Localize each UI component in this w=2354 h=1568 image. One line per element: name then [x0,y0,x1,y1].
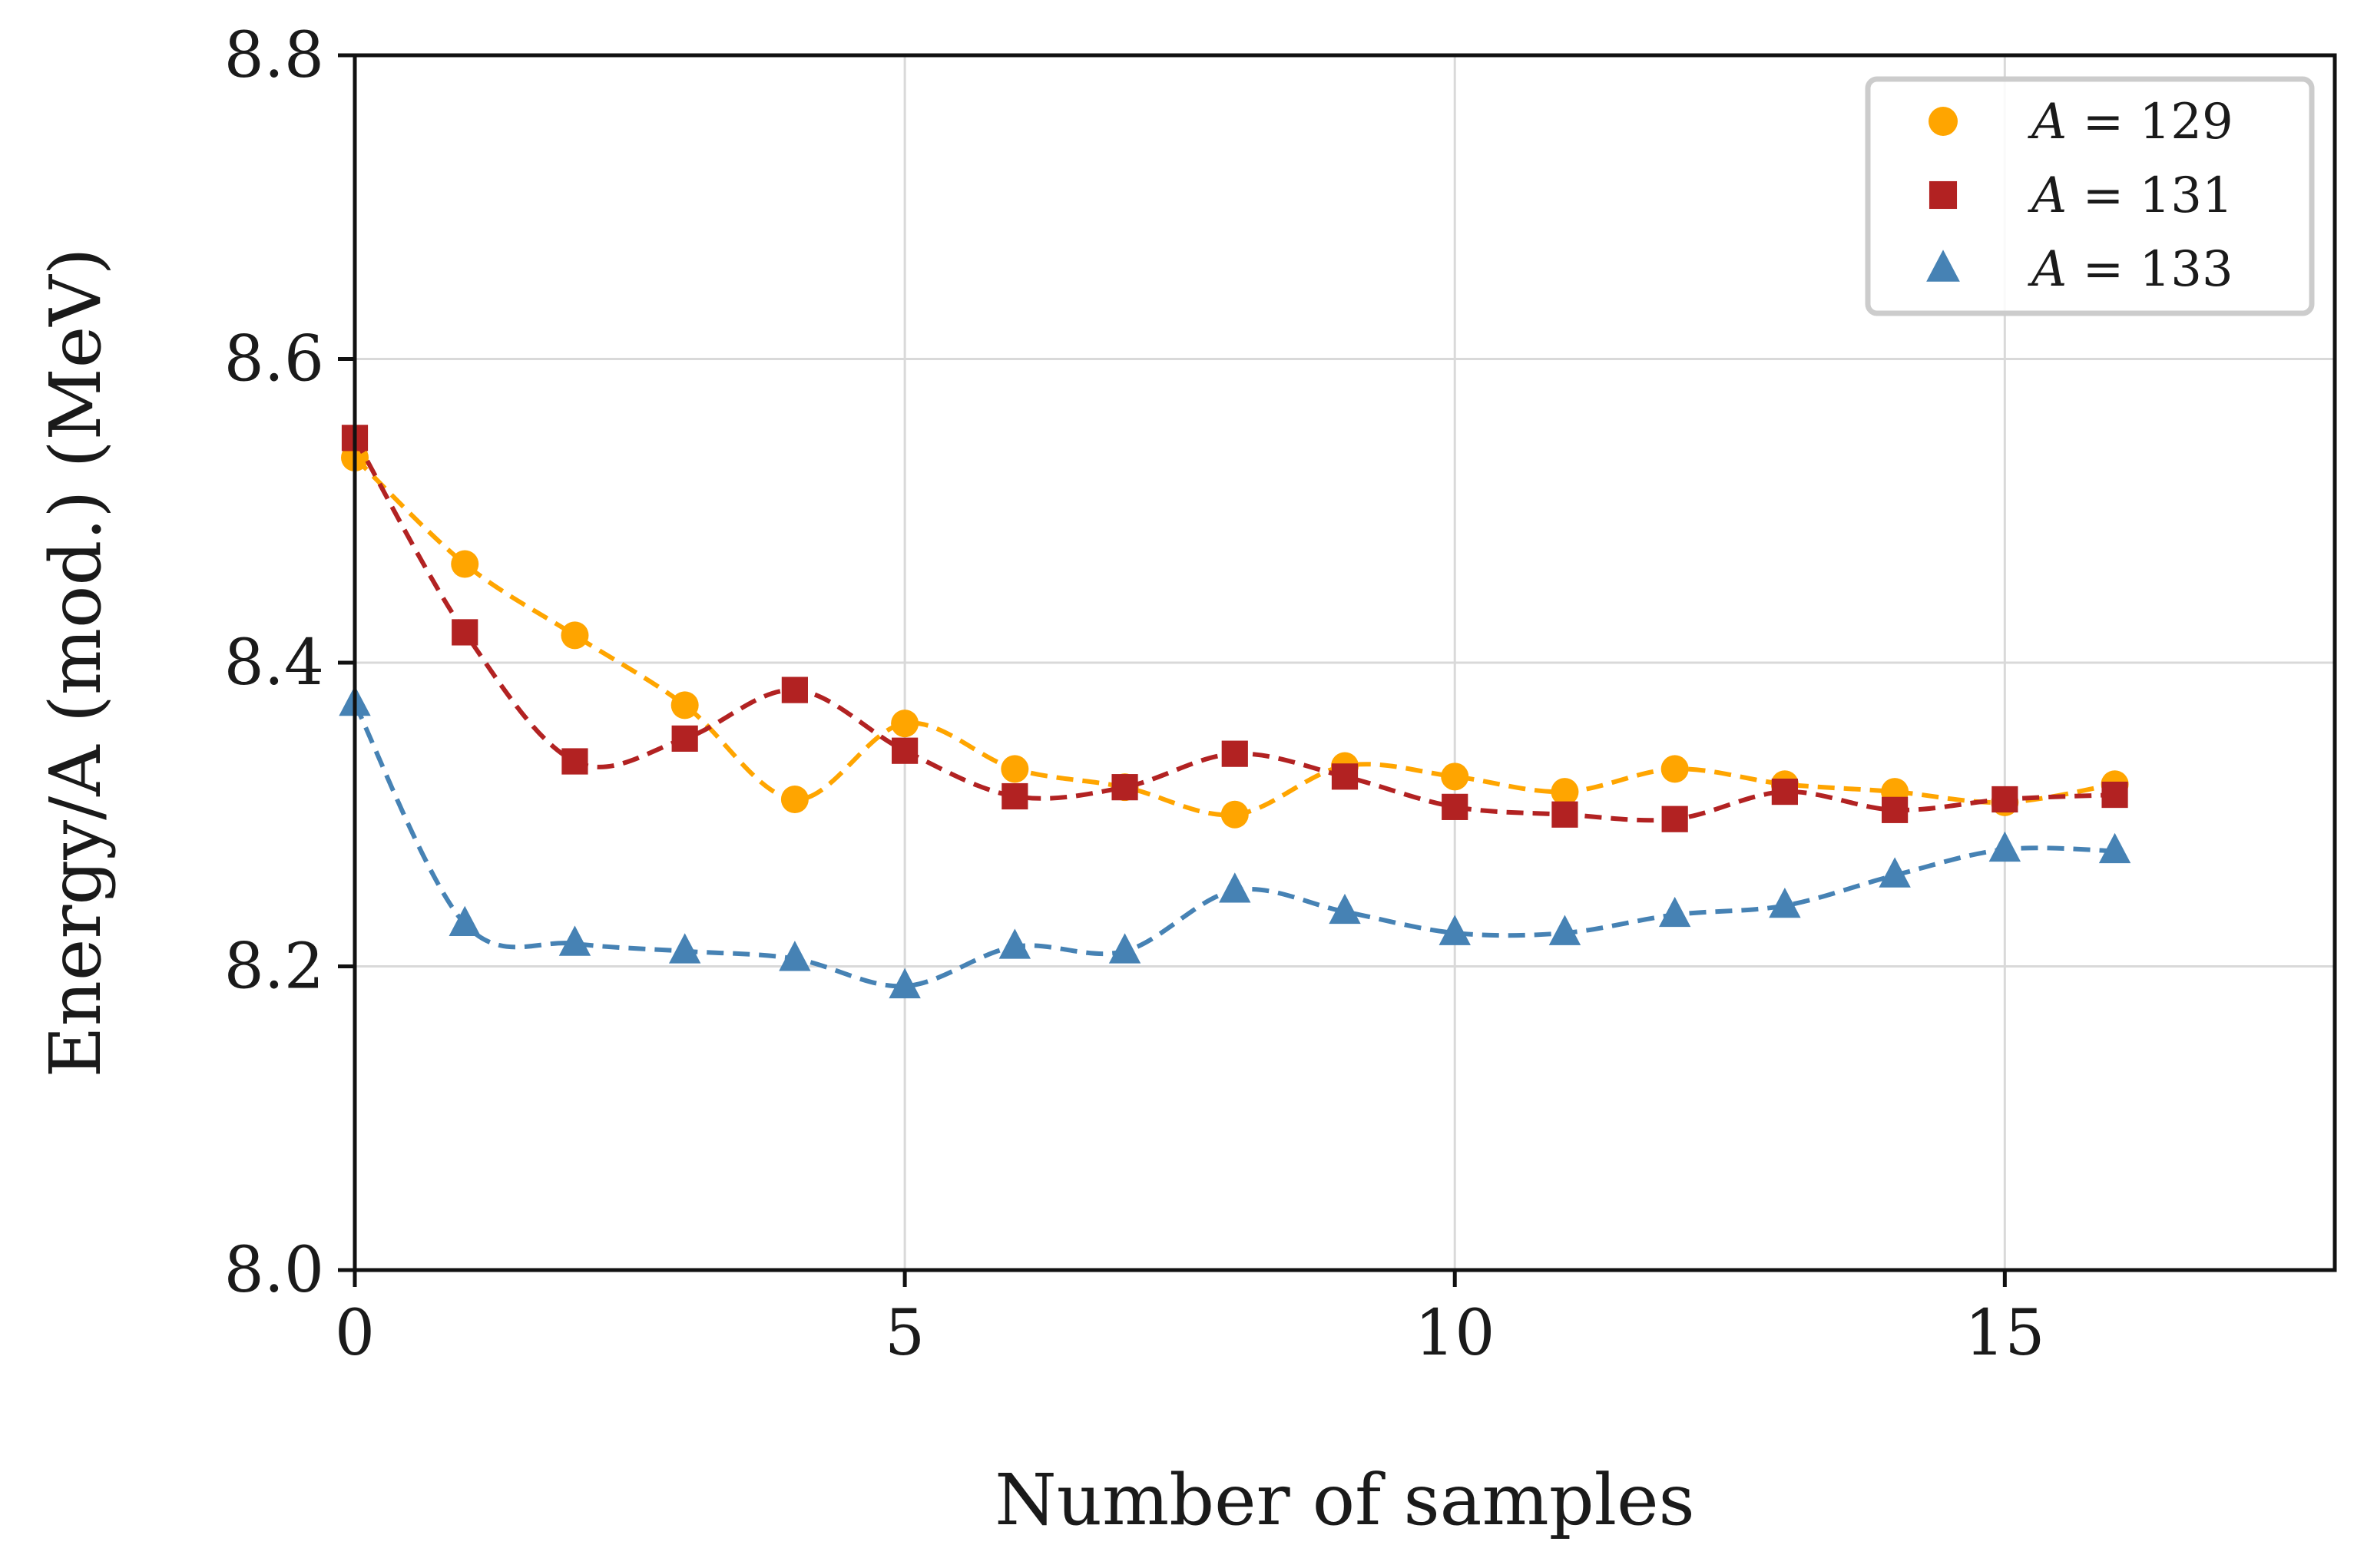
data-point [668,933,701,964]
legend-marker [1926,250,1960,282]
data-point [561,748,588,775]
legend-box [1865,76,2315,316]
axis-ticks: 0 5 10 15 8.0 8.2 8.4 8.6 8.8 [224,19,2045,1370]
series-a-133 [339,685,2131,999]
data-point [1879,857,1911,888]
x-tick-label: 0 [335,1297,375,1370]
x-tick-label: 10 [1415,1297,1495,1370]
data-point [449,905,481,937]
data-point [670,691,699,719]
data-point [1991,786,2018,813]
data-point [1219,872,1251,903]
series-a-129 [341,444,2129,829]
data-point [889,968,921,999]
data-point [892,737,919,764]
series-line [353,436,2115,823]
legend-marker [1929,107,1958,136]
data-point [1001,755,1029,783]
data-point [671,725,698,752]
plot-series [339,425,2131,999]
y-tick-label: 8.6 [224,323,324,396]
data-point [780,785,809,813]
legend-label: A = 129 [2028,94,2233,151]
data-point [1439,915,1471,945]
data-point [1002,782,1028,810]
x-tick-label: 15 [1965,1297,2044,1370]
legend: A = 129 A = 131 A = 133 [1865,76,2315,316]
y-tick-label: 8.0 [224,1234,324,1307]
data-point [1442,793,1468,820]
data-point [998,928,1031,959]
data-point [1551,778,1579,806]
series-a-131 [341,425,2128,832]
data-point [891,710,919,738]
data-point [1551,801,1578,828]
y-tick-label: 8.2 [224,931,324,1004]
data-point [1221,740,1248,767]
data-point [1988,831,2021,862]
legend-label: A = 133 [2028,241,2233,298]
data-point [1441,762,1469,791]
y-axis-title: Energy/A (mod.) (MeV) [35,247,117,1077]
data-point [1882,796,1909,823]
data-point [1108,933,1141,964]
x-tick-label: 5 [885,1297,925,1370]
y-tick-label: 8.8 [224,19,324,92]
data-point [1769,887,1801,918]
legend-marker [1929,180,1958,210]
data-point [1661,806,1688,832]
y-tick-label: 8.4 [224,627,324,700]
data-point [452,619,478,646]
series-line [353,455,2116,818]
data-point [2098,832,2131,864]
data-point [1660,755,1689,783]
data-point [558,925,591,956]
data-point [451,550,479,578]
data-point [1548,915,1581,945]
data-point [1220,800,1249,829]
data-point [1658,896,1691,928]
series-line [353,703,2115,989]
x-axis-title: Number of samples [995,1459,1695,1541]
data-point [561,621,589,650]
data-point [1771,778,1798,806]
data-point [1329,893,1361,925]
data-point [2101,781,2128,809]
data-point [1111,774,1138,801]
data-point [781,676,808,703]
data-point [1331,763,1359,790]
legend-label: A = 131 [2028,167,2233,224]
data-point [779,941,811,971]
